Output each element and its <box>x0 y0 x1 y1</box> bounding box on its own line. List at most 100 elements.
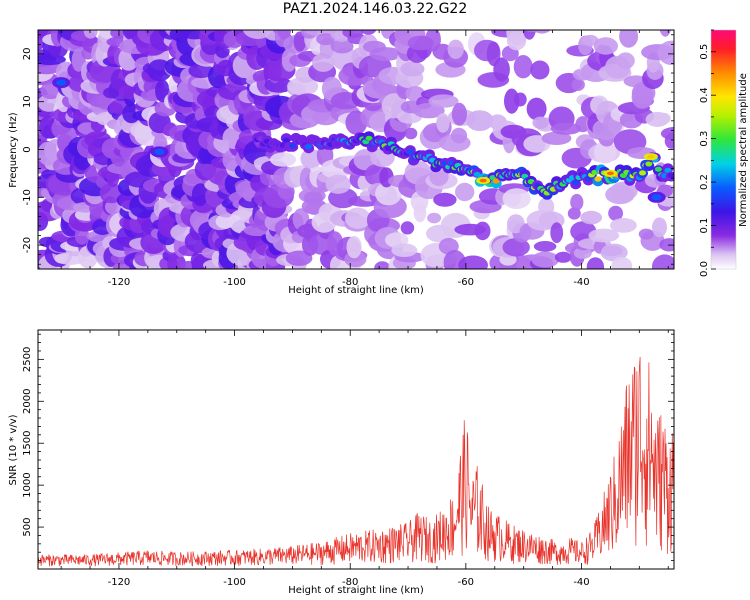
spectrogram-cell <box>526 97 547 121</box>
spectrogram-hotspot <box>479 178 487 183</box>
y-tick-label: 20 <box>22 48 33 61</box>
spectrogram-cell <box>325 174 351 194</box>
spectrogram-cell <box>532 116 549 130</box>
spectrogram-cell <box>502 238 530 257</box>
colorbar-tick-label: 0.2 <box>699 174 710 190</box>
spectrogram-cell <box>533 241 557 252</box>
y-tick-label: 2500 <box>22 347 33 372</box>
figure-title: PAZ1.2024.146.03.22.G22 <box>282 1 468 17</box>
spectrogram-blob-core <box>56 79 67 86</box>
spectrogram-ridge-core <box>572 180 580 186</box>
spectrogram-cell <box>616 52 635 69</box>
x-tick-label: -60 <box>458 577 474 588</box>
spectrogram-cell <box>619 30 639 48</box>
spectrogram-ridge-core <box>406 149 414 155</box>
y-tick-label: -20 <box>22 237 33 253</box>
spectrogram-cell <box>427 212 442 224</box>
spectrogram-cell <box>493 57 510 82</box>
spectrogram-cell <box>458 255 488 269</box>
spectrogram-cell <box>436 113 450 133</box>
x-tick-label: -80 <box>342 277 358 288</box>
spectrogram-cell <box>652 217 667 238</box>
spectrogram-cell <box>391 243 418 257</box>
spectrogram-cell <box>608 205 623 221</box>
spectrogram-cell <box>656 112 671 125</box>
spectrogram-cell <box>83 30 98 39</box>
spectrogram-cell <box>554 251 572 263</box>
spectrogram-x-label: Height of straight line (km) <box>288 285 424 296</box>
spectrogram-cell <box>428 94 459 108</box>
spectrogram-ridge-core <box>645 161 653 167</box>
spectrogram-ridge-core <box>282 137 290 143</box>
spectrogram-hotspot <box>606 171 614 176</box>
spectrogram-heatmap <box>38 30 674 269</box>
spectrogram-cell <box>504 88 520 114</box>
spectrogram-cell <box>610 218 637 233</box>
spectrogram-cell <box>303 191 323 205</box>
spectrogram-hotspot <box>647 154 655 159</box>
spectrogram-ridge-core <box>365 135 373 141</box>
spectrogram-cell <box>330 39 354 54</box>
spectrogram-cell <box>453 30 463 31</box>
spectrogram-cell <box>513 92 527 107</box>
spectrogram-cell <box>570 193 584 211</box>
colorbar: 0.0 0.1 0.2 0.3 0.4 0.5 Normalized spectral a… <box>699 29 749 277</box>
x-tick-label: -40 <box>573 577 589 588</box>
spectrogram-cell <box>374 261 391 269</box>
spectrogram-cell <box>433 192 457 207</box>
spectrogram-cell <box>447 39 464 59</box>
spectrogram-cell <box>571 78 585 91</box>
spectrogram-cell <box>513 54 533 79</box>
spectrogram-cell <box>506 30 528 46</box>
spectrogram-ridge-core <box>289 143 297 149</box>
snr-series-line <box>38 356 674 567</box>
spectrogram-cell <box>593 37 618 55</box>
spectrogram-cell <box>281 48 297 72</box>
y-tick-label: 500 <box>22 518 33 537</box>
spectrogram-cell <box>652 254 674 269</box>
colorbar-tick-label: 0.5 <box>699 44 710 60</box>
spectrogram-cell <box>277 30 292 40</box>
spectrogram-cell <box>242 30 274 39</box>
spectrogram-cell <box>369 47 402 61</box>
spectrogram-ridge-core <box>667 172 674 178</box>
spectrogram-cell <box>573 247 592 259</box>
spectrogram-cell <box>659 30 672 37</box>
spectrogram-cell <box>474 221 491 241</box>
y-tick-label: 1000 <box>22 472 33 497</box>
snr-ticks: -120 -100 -80 -60 -40 500 1000 1500 2000 2500 <box>22 330 674 588</box>
colorbar-ticks: 0.0 0.1 0.2 0.3 0.4 0.5 <box>699 29 716 277</box>
spectrogram-cell <box>270 152 296 167</box>
spectrogram-cell <box>660 126 674 141</box>
spectrogram-cell <box>400 61 425 77</box>
x-tick-label: -60 <box>458 277 474 288</box>
x-tick-label: -80 <box>342 577 358 588</box>
spectrogram-cell <box>657 40 674 65</box>
spectrogram-cell <box>191 183 209 207</box>
spectrogram-cell <box>293 31 307 52</box>
snr-y-label: SNR (10 * v/v) <box>8 414 19 485</box>
snr-panel: -120 -100 -80 -60 -40 500 1000 1500 2000 2500 Hei… <box>8 329 675 596</box>
spectrogram-cell <box>400 221 415 235</box>
spectrogram-cell <box>638 228 654 240</box>
colorbar-tick-label: 0.4 <box>699 87 710 103</box>
spectrogram-ridge-core <box>305 144 313 150</box>
spectrogram-cell <box>533 30 551 34</box>
colorbar-label: Normalized spectral amplitude <box>738 73 749 227</box>
spectrogram-cell <box>611 256 633 269</box>
spectrogram-cell <box>502 188 531 210</box>
y-tick-label: 10 <box>22 95 33 108</box>
colorbar-gradient <box>711 30 736 269</box>
spectrogram-cell <box>451 102 467 126</box>
colorbar-tick-label: 0.1 <box>699 218 710 234</box>
spectrogram-cell <box>285 250 313 266</box>
spectrogram-cell <box>541 131 572 145</box>
spectrogram-ridge-core <box>492 178 500 184</box>
y-tick-label: -10 <box>22 189 33 205</box>
y-tick-label: 2000 <box>22 389 33 414</box>
spectrogram-cell <box>346 235 362 259</box>
y-tick-label: 0 <box>22 146 33 152</box>
